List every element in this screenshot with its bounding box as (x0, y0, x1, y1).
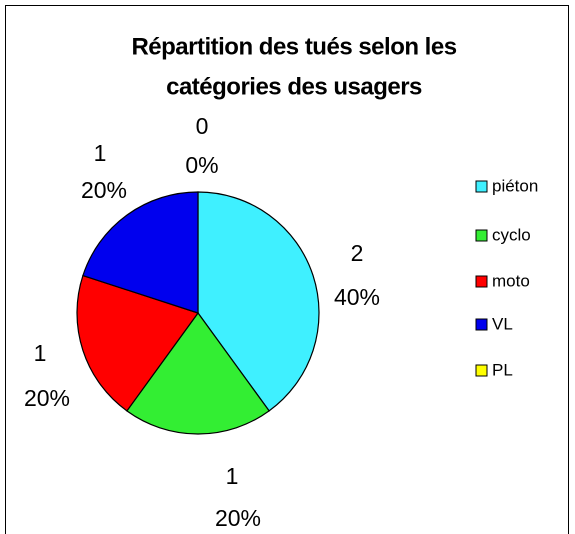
legend-swatch (475, 364, 488, 377)
legend-label: PL (492, 360, 513, 379)
percent-label: 20% (24, 385, 70, 411)
data-label: 1 (34, 340, 47, 366)
legend-label: cyclo (492, 225, 531, 244)
percent-label: 40% (334, 284, 380, 310)
data-label: 1 (226, 463, 239, 489)
legend-swatch (475, 275, 488, 288)
percent-label: 20% (215, 505, 261, 531)
pie-slice (126, 311, 270, 435)
chart-title: catégories des usagers (166, 73, 422, 100)
percent-label: 0% (185, 152, 218, 178)
data-label: 0 (196, 113, 209, 139)
pie-slice (76, 274, 199, 412)
legend-swatch (475, 229, 488, 242)
pie-slice (82, 191, 199, 314)
chart-title: Répartition des tués selon les (131, 33, 456, 60)
percent-label: 20% (81, 177, 127, 203)
legend-label: moto (492, 271, 530, 290)
data-label: 2 (351, 240, 364, 266)
legend-label: piéton (492, 176, 538, 195)
legend-swatch (475, 318, 488, 331)
legend-label: VL (492, 314, 513, 333)
legend-swatch (475, 180, 488, 193)
pie-slice (197, 191, 320, 412)
data-label: 1 (94, 140, 107, 166)
